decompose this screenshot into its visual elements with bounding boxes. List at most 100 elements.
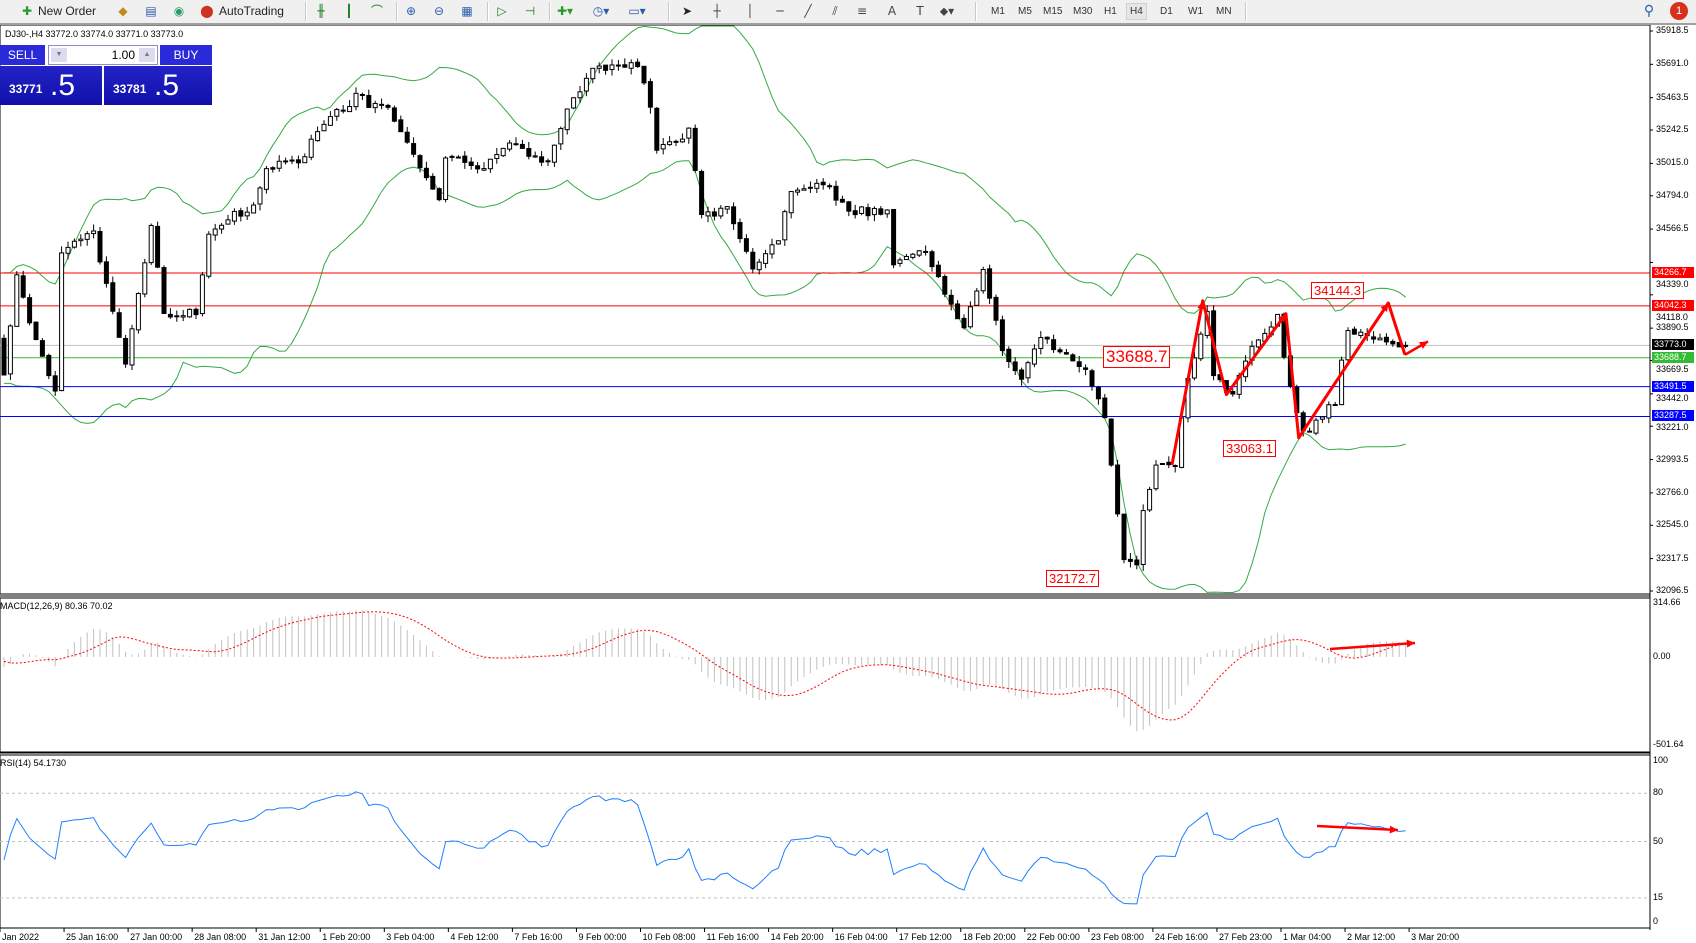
text-label-icon[interactable]: T xyxy=(916,4,924,18)
bearish-candle xyxy=(1172,465,1178,468)
timeframe-w1[interactable]: W1 xyxy=(1188,6,1203,17)
zoom-in-icon[interactable]: ⊕ xyxy=(405,4,417,18)
timeframe-h4[interactable]: H4 xyxy=(1126,3,1147,20)
buy-button[interactable]: BUY xyxy=(160,45,212,65)
bullish-candle xyxy=(449,155,455,158)
timeframe-m30[interactable]: M30 xyxy=(1073,6,1093,17)
decrease-volume-button[interactable]: ▼ xyxy=(51,48,67,62)
bullish-candle xyxy=(705,211,711,217)
timeframe-m5[interactable]: M5 xyxy=(1018,6,1032,17)
rsi-tick-label: 100 xyxy=(1653,755,1669,765)
bullish-candle xyxy=(1358,331,1364,337)
time-tick-label: 22 Feb 00:00 xyxy=(1026,932,1080,942)
equidistant-channel-icon[interactable]: ⫽ xyxy=(832,4,838,18)
bullish-candle xyxy=(65,246,71,254)
bearish-candle xyxy=(366,95,372,108)
crosshair-icon[interactable]: ┼ xyxy=(713,4,721,18)
bollinger-lower-band xyxy=(4,160,1406,593)
autotrading-button[interactable]: AutoTrading xyxy=(219,4,284,18)
bar-chart-icon[interactable]: ╫ xyxy=(317,4,325,18)
bearish-candle xyxy=(1230,390,1236,395)
new-order-button[interactable]: New Order xyxy=(38,4,97,18)
increase-volume-button[interactable]: ▲ xyxy=(139,48,155,62)
bullish-candle xyxy=(276,160,282,169)
buy-price-box[interactable]: 33781 .5 xyxy=(104,66,212,105)
data-window-icon[interactable]: ▤ xyxy=(145,4,157,18)
shapes-icon[interactable]: ⬥▾ xyxy=(939,4,955,18)
toolbar-separator xyxy=(396,2,398,21)
chart-shift-icon[interactable]: ⊣ xyxy=(524,4,536,18)
bearish-candle xyxy=(295,159,301,164)
zigzag-arrow-head xyxy=(1380,303,1389,312)
new-order-icon[interactable]: ✚ xyxy=(21,4,33,18)
sell-price: 33771 xyxy=(9,82,43,96)
annotation-label[interactable]: 33688.7 xyxy=(1103,346,1171,368)
bearish-candle xyxy=(1051,339,1057,351)
tile-windows-icon[interactable]: ▦ xyxy=(461,4,473,18)
zigzag-arrow xyxy=(1297,302,1390,439)
annotation-label[interactable]: 34144.3 xyxy=(1311,282,1364,299)
price-tick-label: 33442.0 xyxy=(1656,393,1689,403)
bearish-candle xyxy=(603,64,609,71)
fibonacci-icon[interactable]: ≡ xyxy=(856,4,868,18)
bullish-candle xyxy=(910,253,916,258)
periods-icon[interactable]: ◷▾ xyxy=(592,4,610,18)
autoscroll-icon[interactable]: ▷ xyxy=(497,4,507,18)
bullish-candle xyxy=(199,274,205,315)
market-watch-icon[interactable]: ◆ xyxy=(118,4,128,18)
bearish-candle xyxy=(103,261,109,284)
horizontal-line-icon[interactable]: ─ xyxy=(776,4,784,18)
search-icon[interactable]: ⚲ xyxy=(1643,3,1655,19)
bearish-candle xyxy=(1134,559,1140,566)
line-chart-icon[interactable]: ⌒ xyxy=(370,4,383,18)
timeframe-m1[interactable]: M1 xyxy=(991,6,1005,17)
sell-button[interactable]: SELL xyxy=(0,45,45,65)
bearish-candle xyxy=(852,210,858,216)
bearish-candle xyxy=(39,340,45,357)
annotation-label[interactable]: 33063.1 xyxy=(1223,440,1276,457)
bearish-candle xyxy=(961,317,967,329)
bullish-candle xyxy=(206,233,212,277)
price-level-tag: 33773.0 xyxy=(1652,339,1694,350)
bullish-candle xyxy=(1159,462,1165,465)
autotrading-icon[interactable]: ⬤ xyxy=(200,4,214,18)
timeframe-m15[interactable]: M15 xyxy=(1043,6,1063,17)
bearish-candle xyxy=(999,319,1005,352)
text-icon[interactable]: A xyxy=(887,4,897,18)
bearish-candle xyxy=(193,308,199,316)
bearish-candle xyxy=(1166,461,1172,466)
notifications-icon[interactable]: 1 xyxy=(1670,2,1688,20)
vertical-line-icon[interactable]: │ xyxy=(746,4,754,18)
bullish-candle xyxy=(583,77,589,92)
timeframe-mn[interactable]: MN xyxy=(1216,6,1232,17)
signals-icon[interactable]: ◉ xyxy=(173,4,185,18)
timeframe-d1[interactable]: D1 xyxy=(1160,6,1173,17)
price-tick-label: 32766.0 xyxy=(1656,487,1689,497)
cursor-icon[interactable]: ➤ xyxy=(681,4,693,18)
rsi-line xyxy=(3,791,1406,905)
bullish-candle xyxy=(756,261,762,271)
bullish-candle xyxy=(1403,344,1409,347)
timeframe-h1[interactable]: H1 xyxy=(1104,6,1117,17)
quantity-stepper[interactable]: ▼ 1.00 ▲ xyxy=(48,45,158,65)
candlestick-icon[interactable]: ┃ xyxy=(345,4,353,18)
bearish-candle xyxy=(673,140,679,143)
bullish-candle xyxy=(78,238,84,242)
templates-icon[interactable]: ▭▾ xyxy=(628,4,646,18)
bullish-candle xyxy=(225,219,231,225)
indicators-icon[interactable]: ✚▾ xyxy=(556,4,574,18)
bullish-candle xyxy=(980,269,986,292)
price-tick-label: 35015.0 xyxy=(1656,157,1689,167)
bearish-candle xyxy=(27,297,33,324)
zoom-out-icon[interactable]: ⊖ xyxy=(433,4,445,18)
trendline-icon[interactable]: ╱ xyxy=(804,4,812,18)
annotation-label[interactable]: 32172.7 xyxy=(1046,570,1099,587)
bullish-candle xyxy=(321,123,327,132)
time-tick-label: 23 Feb 08:00 xyxy=(1090,932,1144,942)
sell-price-box[interactable]: 33771 .5 xyxy=(0,66,102,105)
quantity-input[interactable]: 1.00 xyxy=(111,48,135,62)
buy-price: 33781 xyxy=(113,82,147,96)
bullish-candle xyxy=(871,207,877,216)
toolbar-separator xyxy=(1245,2,1247,21)
